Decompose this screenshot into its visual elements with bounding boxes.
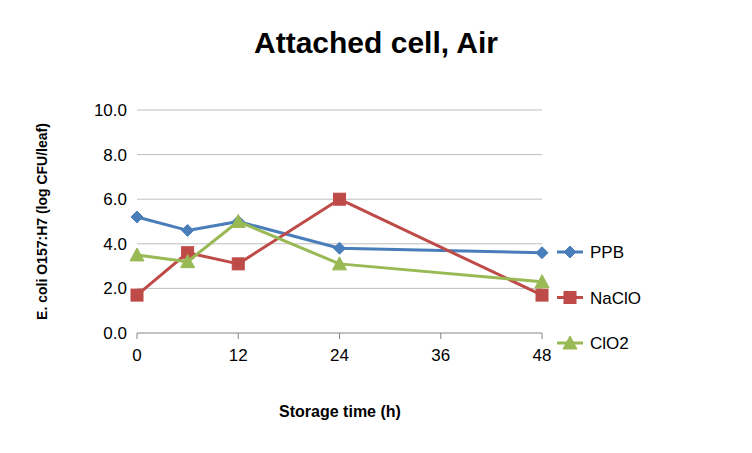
- data-point: [130, 248, 144, 261]
- y-tick-label: 8.0: [103, 146, 127, 165]
- data-point: [131, 211, 143, 223]
- grid-line: [137, 288, 542, 289]
- x-tick-label: 24: [330, 346, 349, 365]
- y-tick-label: 10.0: [94, 101, 127, 120]
- x-tick: [440, 333, 441, 339]
- x-tick: [339, 333, 340, 339]
- grid-line: [137, 154, 542, 155]
- y-tick-label: 6.0: [103, 190, 127, 209]
- x-tick: [542, 333, 543, 339]
- data-point: [333, 257, 347, 270]
- x-tick-label: 12: [229, 346, 248, 365]
- x-tick-label: 36: [431, 346, 450, 365]
- data-point: [334, 242, 346, 254]
- legend-marker: [564, 292, 576, 304]
- background: [0, 0, 752, 453]
- data-point: [232, 216, 244, 228]
- title: Attached cell, Air: [254, 26, 498, 59]
- data-point: [181, 255, 195, 268]
- y-tick-label: 4.0: [103, 235, 127, 254]
- data-point: [334, 193, 346, 205]
- x-tick-label: 0: [132, 346, 141, 365]
- x-tick-label: 48: [533, 346, 552, 365]
- data-point: [536, 247, 548, 259]
- x-tick: [137, 333, 138, 339]
- data-point: [131, 289, 143, 301]
- series-line: [137, 199, 542, 295]
- legend-label: NaClO: [590, 289, 641, 308]
- data-point: [231, 215, 245, 228]
- x-tick: [238, 333, 239, 339]
- legend: PPB NaClO ClO2: [557, 243, 641, 353]
- x-axis-label: Storage time (h): [279, 403, 401, 420]
- legend-marker: [564, 246, 576, 258]
- series-line: [137, 222, 542, 282]
- y-tick-label: 2.0: [103, 279, 127, 298]
- data-point: [535, 275, 549, 288]
- legend-marker: [563, 336, 577, 349]
- legend-label: ClO2: [590, 334, 629, 353]
- data-point: [182, 224, 194, 236]
- y-tick-label: 0.0: [103, 324, 127, 343]
- data-point: [536, 289, 548, 301]
- data-point: [232, 258, 244, 270]
- legend-label: PPB: [590, 243, 624, 262]
- plot-area: [130, 193, 549, 301]
- grid-line: [137, 110, 542, 111]
- y-axis-label: E. coli O157:H7 (log CFU/leaf): [34, 123, 50, 320]
- chart: Attached cell, Air 0.0 2.0 4.0 6.0 8.0 10.0 0 12…: [0, 0, 752, 453]
